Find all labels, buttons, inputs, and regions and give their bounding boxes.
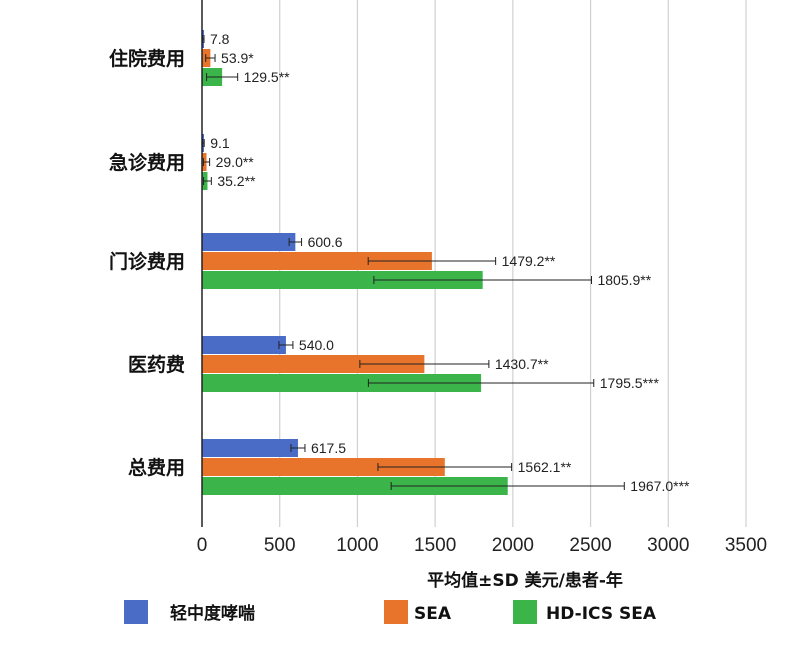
data-label-3-3: 1805.9** — [597, 272, 651, 288]
legend: 轻中度哮喘 SEA HD-ICS SEA — [124, 600, 657, 624]
data-label-1-5: 617.5 — [311, 440, 346, 456]
data-label-3-4: 1795.5*** — [600, 375, 660, 391]
gridlines — [279, 0, 747, 527]
x-tick-label-0: 0 — [197, 535, 208, 556]
data-label-3-2: 35.2** — [217, 173, 256, 189]
data-label-3-1: 129.5** — [244, 69, 290, 85]
data-label-2-3: 1479.2** — [502, 253, 556, 269]
category-label-2: 急诊费用 — [109, 151, 185, 174]
data-label-1-3: 600.6 — [308, 234, 343, 250]
x-tick-label-1000: 1000 — [336, 535, 378, 556]
category-label-4: 医药费 — [128, 353, 185, 376]
axis: 0 500 1000 1500 2000 2500 3000 3500 平均值±SD 美元/患者… — [197, 0, 767, 591]
bar-1-4 — [202, 336, 286, 354]
legend-label-2: SEA — [414, 604, 452, 624]
x-tick-label-500: 500 — [264, 535, 296, 556]
data-label-2-1: 53.9* — [221, 50, 254, 66]
category-label-5: 总费用 — [128, 456, 185, 479]
data-label-2-5: 1562.1** — [518, 459, 572, 475]
x-axis-title: 平均值±SD 美元/患者-年 — [427, 570, 623, 591]
data-label-2-4: 1430.7** — [495, 356, 549, 372]
x-tick-label-2000: 2000 — [492, 535, 534, 556]
x-tick-label-3500: 3500 — [725, 535, 767, 556]
bar-3-5 — [202, 477, 508, 495]
data-label-2-2: 29.0** — [216, 154, 255, 170]
bar-1-5 — [202, 439, 298, 457]
legend-swatch-1 — [124, 600, 148, 624]
bar-3-4 — [202, 374, 482, 392]
data-label-1-1: 7.8 — [210, 31, 230, 47]
legend-label-3: HD-ICS SEA — [546, 604, 657, 624]
bar-2-3 — [202, 252, 432, 270]
data-label-1-2: 9.1 — [210, 135, 230, 151]
bar-1-3 — [202, 233, 296, 251]
labels: 7.8 53.9* 129.5** 住院费用 9.1 29.0** 35.2** 急诊费用 60… — [109, 31, 690, 494]
legend-swatch-2 — [384, 600, 408, 624]
data-label-1-4: 540.0 — [299, 337, 334, 353]
bars — [201, 30, 625, 495]
legend-swatch-3 — [513, 600, 537, 624]
bar-3-3 — [202, 271, 483, 289]
category-label-1: 住院费用 — [109, 47, 185, 70]
data-label-3-5: 1967.0*** — [630, 478, 690, 494]
x-tick-label-2500: 2500 — [569, 535, 611, 556]
category-label-3: 门诊费用 — [109, 250, 185, 273]
bar-2-4 — [202, 355, 425, 373]
x-tick-label-1500: 1500 — [414, 535, 456, 556]
legend-label-1: 轻中度哮喘 — [170, 603, 255, 624]
bar-2-5 — [202, 458, 445, 476]
x-tick-label-3000: 3000 — [647, 535, 689, 556]
